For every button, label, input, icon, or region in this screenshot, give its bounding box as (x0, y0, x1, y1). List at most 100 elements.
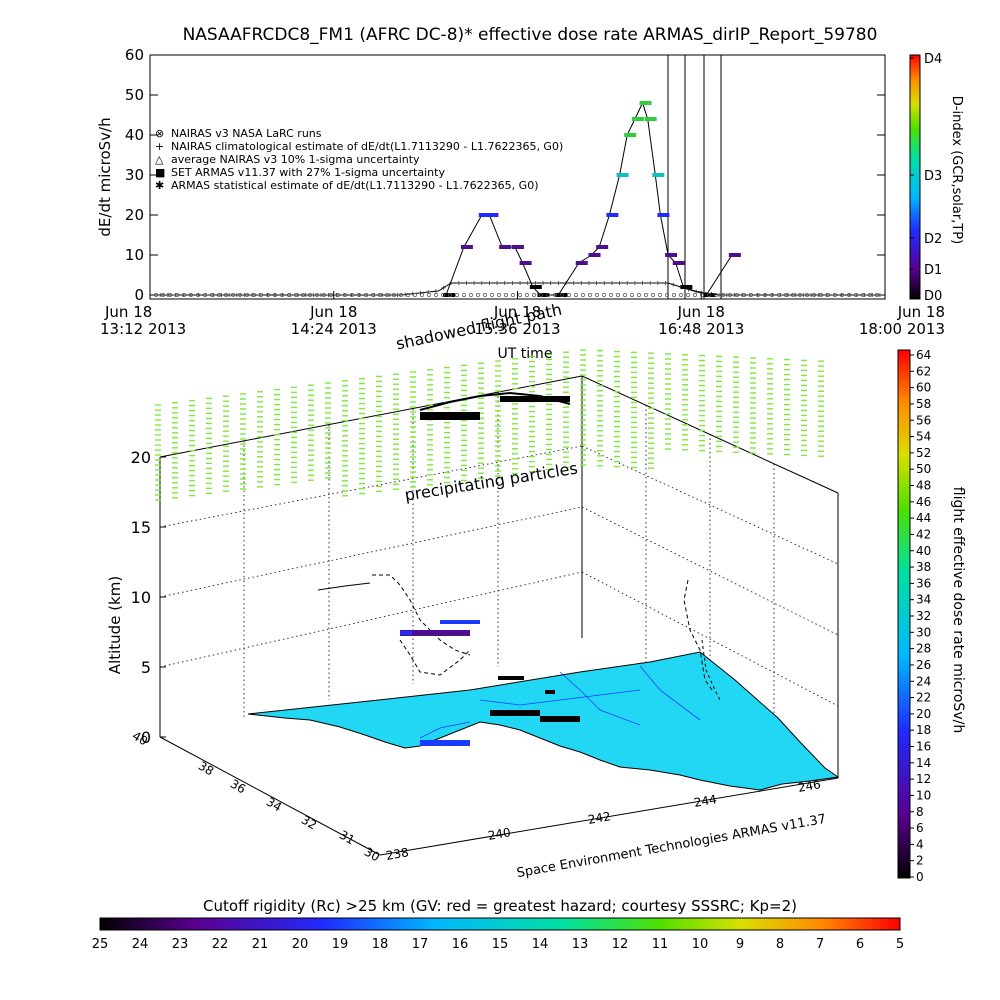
state-borders (419, 665, 701, 739)
armas-line (445, 101, 733, 296)
cutoff-tick-label: 14 (532, 937, 549, 952)
baseline-marker (875, 293, 879, 297)
baseline-marker (658, 293, 662, 297)
baseline-marker (588, 293, 592, 297)
armas-marker (486, 213, 499, 217)
nairas-marker (632, 281, 637, 285)
cutoff-tick-label: 6 (856, 937, 864, 952)
altitude-ticks: 0 5 10 15 20 (131, 448, 166, 747)
armas-marker (657, 213, 670, 217)
nairas-marker (571, 281, 576, 285)
top-y-axis-label: dE/dt microSv/h (96, 117, 114, 236)
nairas-marker (548, 281, 553, 285)
armas-marker (644, 117, 657, 121)
baseline-marker (777, 293, 781, 297)
baseline-marker (196, 293, 200, 297)
baseline-marker (168, 293, 172, 297)
baseline-marker (357, 293, 361, 297)
legend-symbol: ⊗ (155, 127, 164, 140)
baseline-marker (301, 293, 305, 297)
baseline-marker (644, 293, 648, 297)
cutoff-rigidity-bar: Cutoff rigidity (Rc) >25 km (GV: red = g… (92, 897, 904, 952)
baseline-marker (294, 293, 298, 297)
nairas-marker (380, 293, 385, 297)
baseline-marker (315, 293, 319, 297)
cutoff-title: Cutoff rigidity (Rc) >25 km (GV: red = g… (203, 897, 797, 915)
top-y-ticks: 0 10 20 30 40 50 60 (125, 46, 885, 304)
armas-marker (606, 213, 619, 217)
baseline-marker (217, 293, 221, 297)
precipitating-particle-marks (155, 349, 824, 501)
armas-marker (443, 293, 456, 297)
x-tick-date: Jun 18 (104, 303, 152, 321)
cutoff-tick-label: 18 (372, 937, 389, 952)
baseline-marker (427, 293, 431, 297)
nairas-marker (441, 285, 446, 290)
nairas-marker (579, 281, 584, 285)
dose-tick-label: 12 (916, 772, 931, 786)
baseline-marker (567, 293, 571, 297)
armas-marker (519, 261, 532, 265)
dose-markers-3d (400, 396, 580, 746)
nairas-marker (594, 281, 599, 285)
cutoff-tick-label: 8 (776, 937, 784, 952)
baseline-marker (833, 293, 837, 297)
baseline-marker (413, 293, 417, 297)
baseline-marker (364, 293, 368, 297)
armas-marker (511, 245, 524, 249)
nairas-marker (617, 281, 622, 285)
dose-tick-label: 40 (916, 544, 931, 558)
baseline-marker (343, 293, 347, 297)
baseline-marker (231, 293, 235, 297)
cutoff-tick-label: 20 (292, 937, 309, 952)
baseline-marker (532, 293, 536, 297)
cutoff-tick-label: 16 (452, 937, 469, 952)
legend-label: average NAIRAS v3 10% 1-sigma uncertaint… (171, 153, 420, 166)
altitude-tick-label: 5 (141, 658, 151, 677)
dose-tick-label: 28 (916, 642, 931, 656)
dindex-ticks: D0 D1 D2 D3 D4 (910, 52, 942, 304)
baseline-marker (854, 293, 858, 297)
baseline-marker (259, 293, 263, 297)
baseline-marker (336, 293, 340, 297)
baseline-marker (203, 293, 207, 297)
baseline-marker (616, 293, 620, 297)
baseline-marker (868, 293, 872, 297)
armas-marker (703, 293, 716, 297)
armas-marker (680, 285, 693, 289)
dose-tick-label: 34 (916, 593, 931, 607)
longitude-tick-label: 246 (797, 777, 822, 795)
baseline-marker (665, 293, 669, 297)
altitude-tick-label: 15 (131, 518, 151, 537)
baseline-marker (455, 293, 459, 297)
armas-marker (478, 213, 491, 217)
baseline-marker (812, 293, 816, 297)
latitude-tick-label: 32 (299, 813, 319, 833)
baseline-marker (504, 293, 508, 297)
nairas-marker (479, 281, 484, 285)
baseline-marker (798, 293, 802, 297)
nairas-marker (625, 281, 630, 285)
y-tick-label: 0 (134, 286, 144, 304)
dose-tick-label: 36 (916, 576, 931, 590)
baseline-marker (840, 293, 844, 297)
cutoff-tick-label: 22 (212, 937, 229, 952)
dose-tick-label: 50 (916, 462, 931, 476)
nairas-marker (510, 281, 515, 285)
dose-colorbar-label: flight effective dose rate microSv/h (950, 487, 966, 733)
altitude-axis-label: Altitude (km) (106, 576, 124, 674)
nairas-marker (541, 281, 546, 285)
dindex-colorbar (909, 54, 921, 300)
baseline-marker (791, 293, 795, 297)
baseline-marker (518, 293, 522, 297)
x-tick-time: 14:24 2013 (291, 320, 377, 338)
armas-marker (537, 293, 550, 297)
x-tick-time: 13:12 2013 (100, 320, 186, 338)
baseline-marker (693, 293, 697, 297)
baseline-marker (322, 293, 326, 297)
dose-colorbar-ticks: 0246810121416182022242628303234363840424… (910, 348, 931, 884)
baseline-marker (595, 293, 599, 297)
cutoff-colorbar (99, 917, 901, 931)
dose-tick-label: 38 (916, 560, 931, 574)
